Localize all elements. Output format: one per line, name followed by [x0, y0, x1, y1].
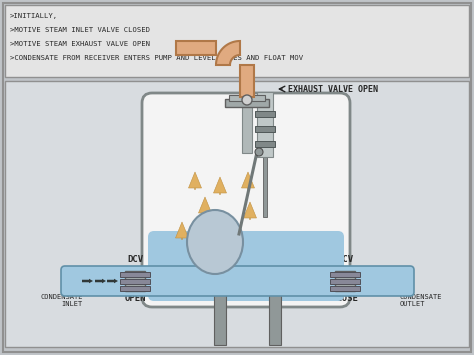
Text: EXHAUST VALVE OPEN: EXHAUST VALVE OPEN: [288, 84, 378, 93]
Text: >CONDENSATE FROM RECEIVER ENTERS PUMP AND LEVEL RISES AND FLOAT MOV: >CONDENSATE FROM RECEIVER ENTERS PUMP AN…: [10, 55, 303, 61]
Text: DCV: DCV: [337, 255, 353, 264]
Bar: [125, 271, 145, 291]
Bar: [120, 286, 150, 291]
FancyArrow shape: [175, 222, 189, 240]
Bar: [120, 279, 150, 284]
Bar: [335, 271, 355, 291]
FancyArrow shape: [244, 202, 256, 220]
Text: DCV: DCV: [127, 255, 143, 264]
Text: OPEN: OPEN: [124, 294, 146, 303]
Text: CLOSE: CLOSE: [331, 294, 358, 303]
Bar: [214, 292, 226, 345]
FancyBboxPatch shape: [61, 266, 414, 296]
FancyArrow shape: [213, 177, 227, 195]
Bar: [229, 95, 265, 101]
Ellipse shape: [187, 210, 243, 274]
Bar: [225, 99, 269, 107]
Bar: [154, 235, 338, 257]
FancyBboxPatch shape: [148, 231, 344, 301]
FancyArrow shape: [219, 222, 231, 240]
Polygon shape: [216, 41, 240, 65]
FancyArrow shape: [189, 172, 201, 190]
Circle shape: [242, 95, 252, 105]
FancyBboxPatch shape: [142, 93, 350, 307]
Text: CONDENSATE
INLET: CONDENSATE INLET: [40, 294, 83, 307]
Text: >MOTIVE STEAM INLET VALVE CLOSED: >MOTIVE STEAM INLET VALVE CLOSED: [10, 27, 150, 33]
Circle shape: [255, 148, 263, 156]
Text: >MOTIVE STEAM EXHAUST VALVE OPEN: >MOTIVE STEAM EXHAUST VALVE OPEN: [10, 41, 150, 47]
Bar: [263, 108, 267, 217]
Bar: [257, 92, 273, 157]
Text: CONDENSATE
OUTLET: CONDENSATE OUTLET: [400, 294, 443, 307]
Bar: [269, 292, 281, 345]
Bar: [5, 5, 469, 77]
Bar: [330, 279, 360, 284]
FancyArrow shape: [199, 197, 211, 215]
Bar: [330, 286, 360, 291]
Bar: [242, 98, 252, 153]
Bar: [5, 81, 469, 347]
FancyArrow shape: [241, 172, 255, 190]
Bar: [255, 141, 275, 147]
Bar: [255, 111, 275, 117]
Bar: [255, 126, 275, 132]
FancyArrow shape: [107, 279, 118, 283]
Bar: [176, 41, 216, 55]
Bar: [120, 272, 150, 277]
FancyArrow shape: [95, 279, 106, 283]
FancyArrow shape: [82, 279, 93, 283]
Text: >INITIALLY,: >INITIALLY,: [10, 13, 58, 19]
Bar: [330, 272, 360, 277]
Bar: [240, 65, 254, 97]
